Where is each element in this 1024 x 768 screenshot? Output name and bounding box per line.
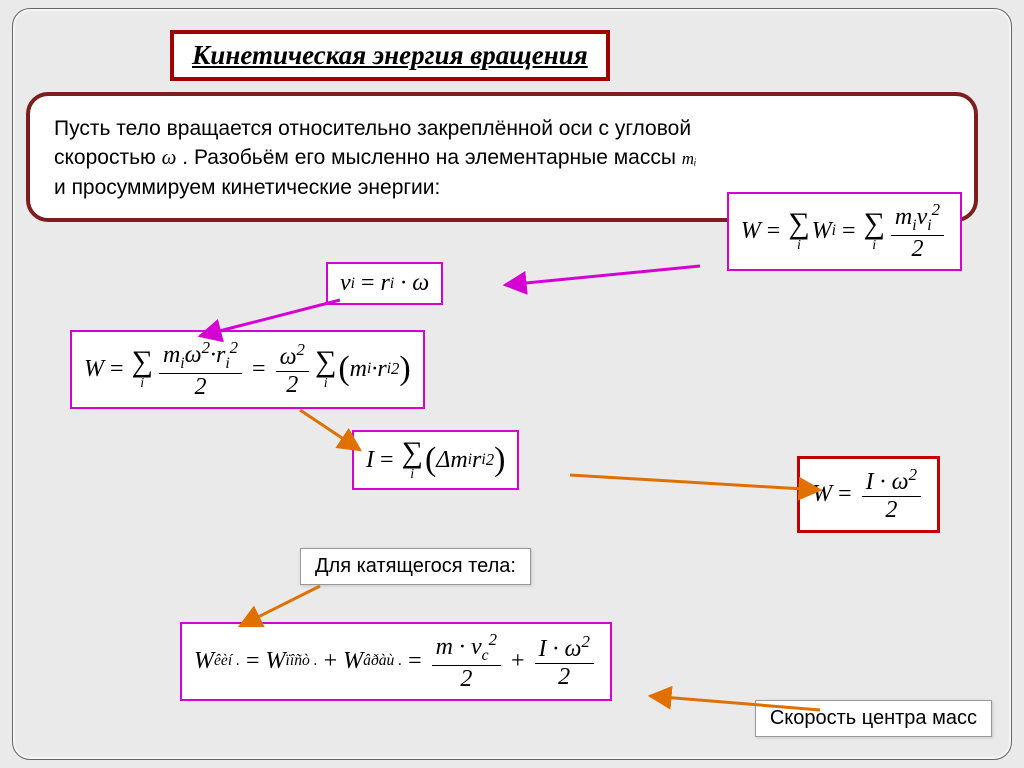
formula-rolling-ke: Wêèí .=Wïîñò .+Wâðàù . = m · vc2 2 + I ·… [180, 622, 612, 701]
formula-rotational-ke: W= I · ω2 2 [797, 456, 940, 533]
intro-line2b: . Разобьём его мысленно на элементарные … [182, 146, 681, 169]
intro-line3: и просуммируем кинетические энергии: [54, 176, 440, 199]
intro-line1: Пусть тело вращается относительно закреп… [54, 117, 691, 140]
page-title: Кинетическая энергия вращения [170, 30, 610, 81]
intro-line2a: скоростью [54, 146, 162, 169]
formula-kinetic-expanded: W= ∑i miω2·ri2 2 = ω2 2 ∑i (mi·ri2) [70, 330, 425, 409]
formula-moment-inertia: I= ∑i (Δmiri2) [352, 430, 519, 490]
symbol-omega: ω [162, 145, 177, 169]
symbol-mi: mᵢ [682, 149, 697, 168]
label-rolling-body: Для катящегося тела: [300, 548, 531, 585]
formula-velocity: vi=ri · ω [326, 262, 443, 305]
label-center-mass-speed: Скорость центра масс [755, 700, 992, 737]
formula-kinetic-sum: W= ∑iWi = ∑i mivi2 2 [727, 192, 962, 271]
